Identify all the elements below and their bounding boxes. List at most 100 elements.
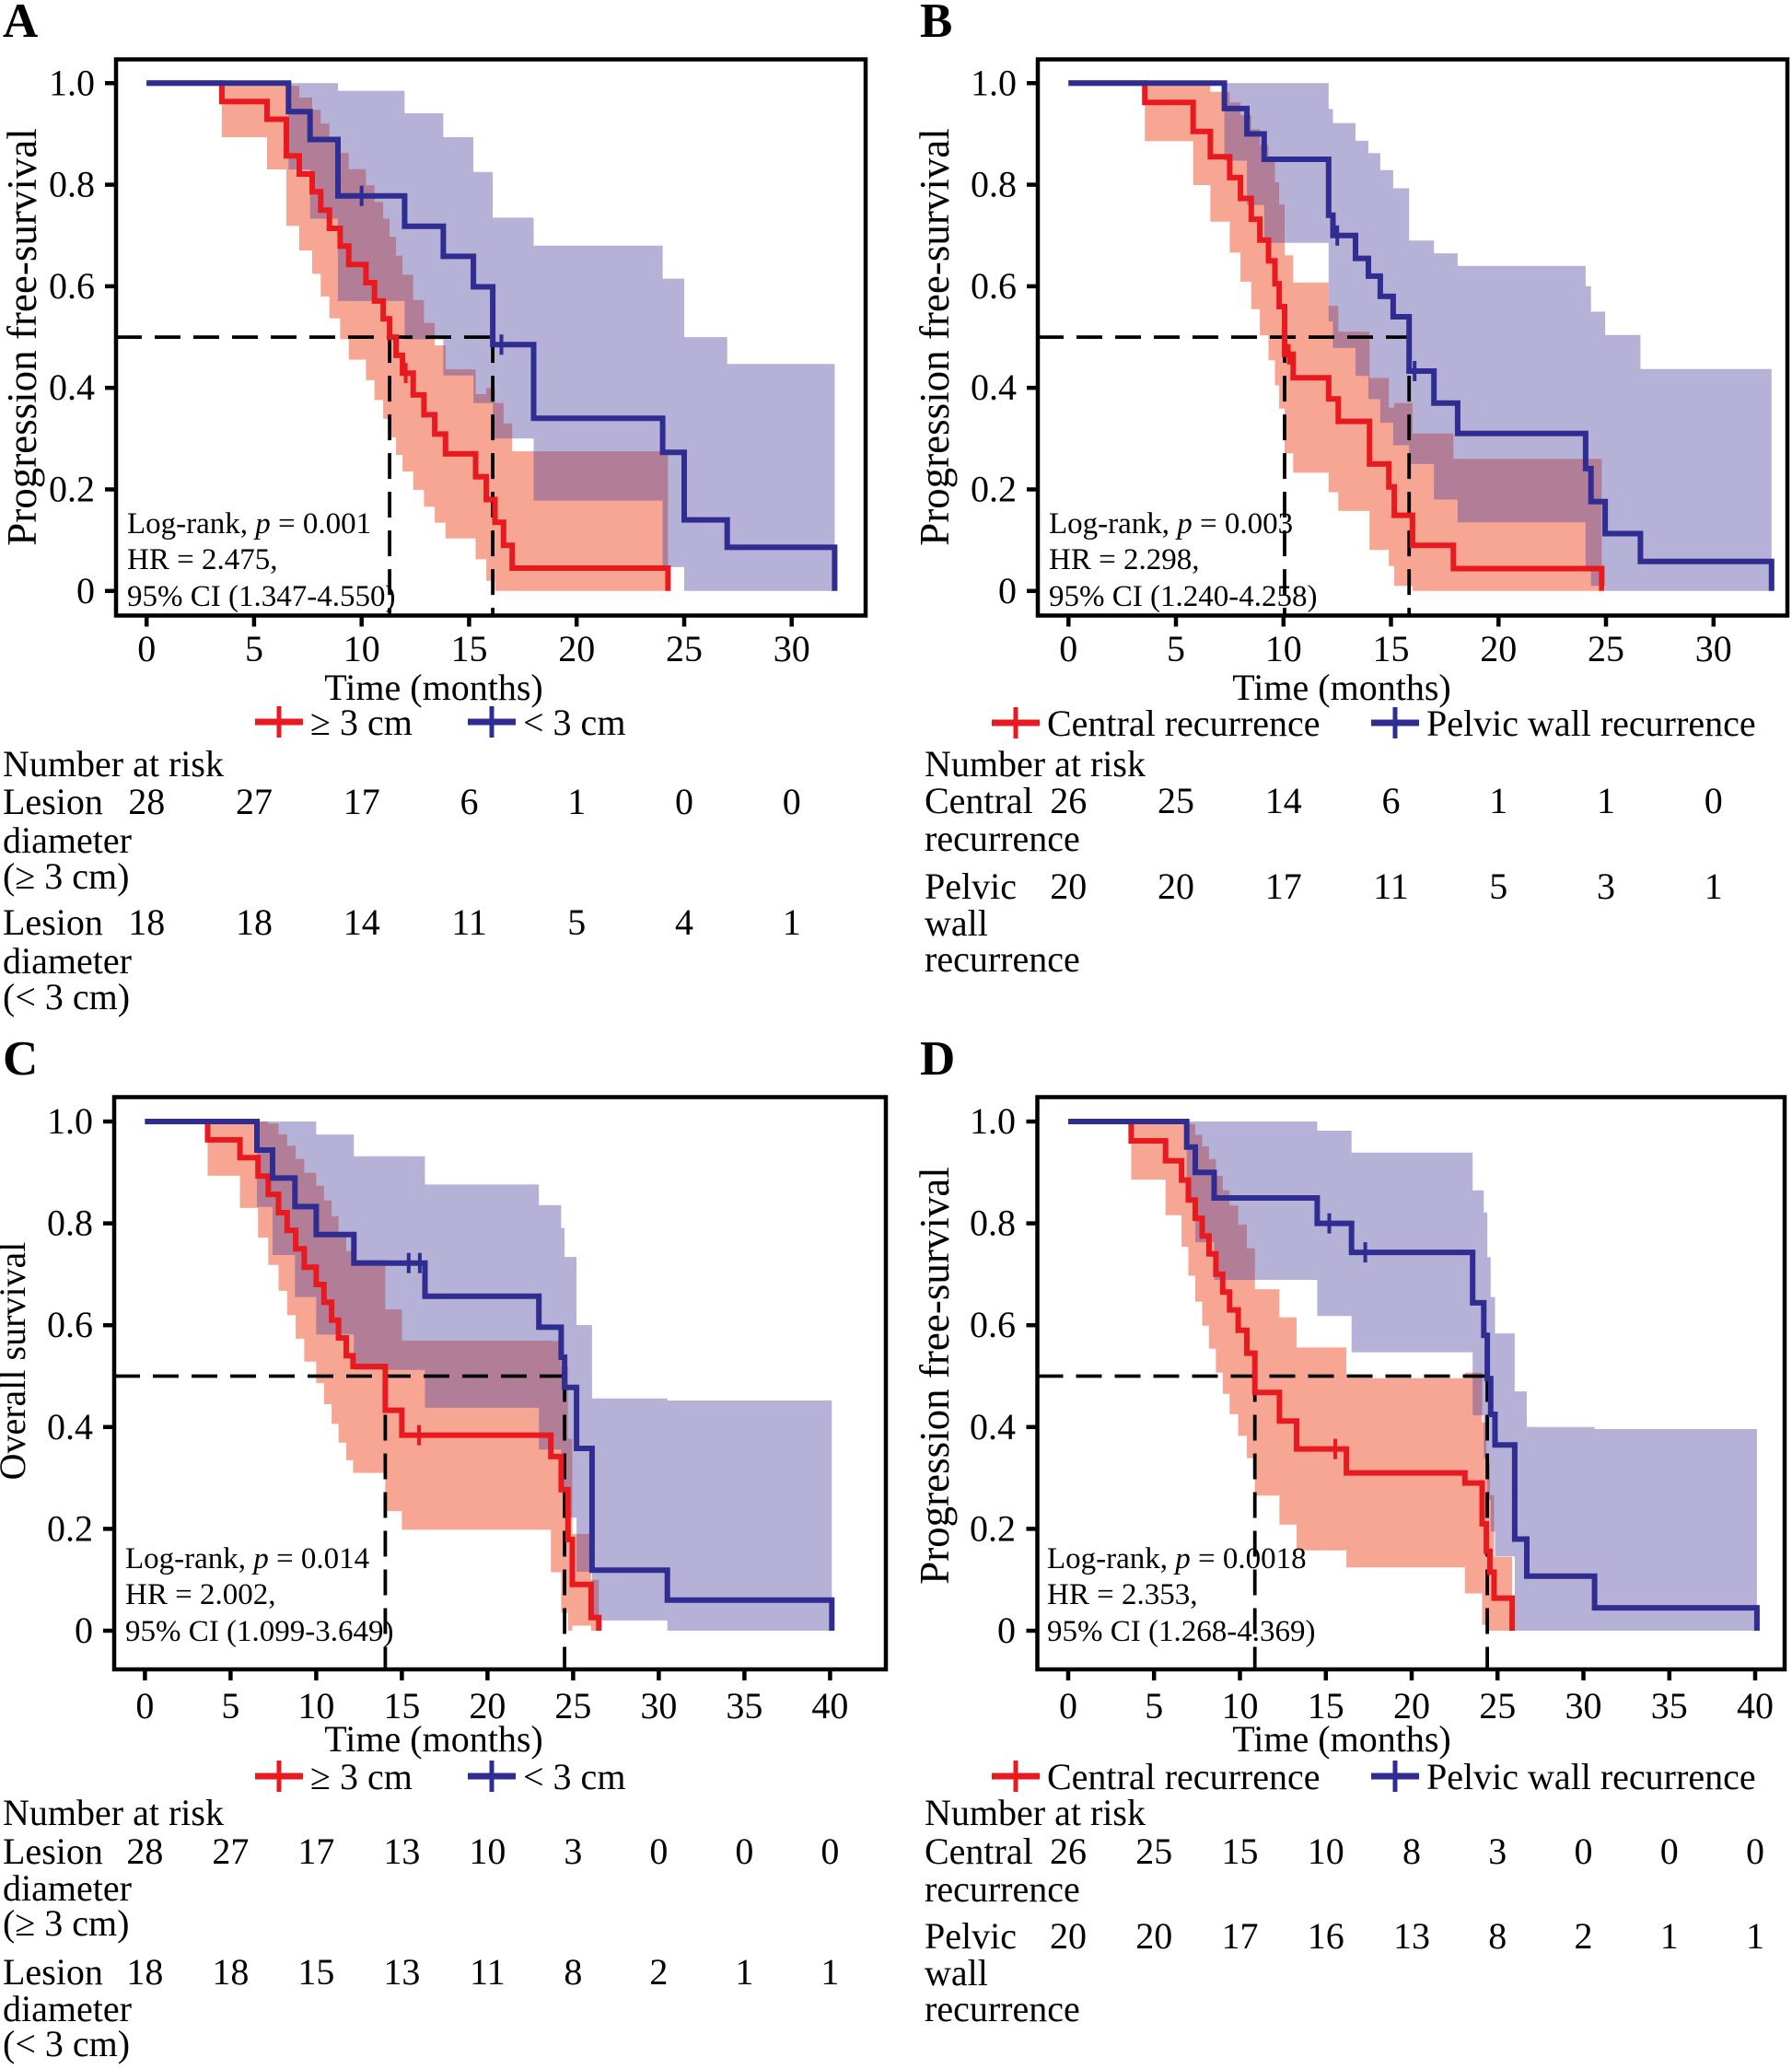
svg-text:0.2: 0.2 — [47, 1507, 93, 1549]
svg-text:Time (months): Time (months) — [1232, 667, 1450, 708]
svg-text:1: 1 — [1597, 780, 1615, 821]
svg-text:27: 27 — [212, 1831, 249, 1872]
svg-text:10: 10 — [1308, 1831, 1344, 1872]
svg-text:1: 1 — [1660, 1915, 1679, 1957]
svg-text:3: 3 — [564, 1831, 582, 1872]
svg-text:28: 28 — [128, 781, 165, 822]
svg-text:≥ 3 cm: ≥ 3 cm — [310, 1756, 413, 1797]
svg-text:25: 25 — [1135, 1831, 1172, 1872]
svg-text:25: 25 — [1158, 780, 1194, 821]
svg-text:wall: wall — [925, 1952, 988, 1993]
svg-text:diameter: diameter — [3, 1867, 132, 1909]
svg-text:0.4: 0.4 — [47, 1406, 93, 1447]
svg-text:0: 0 — [649, 1831, 668, 1872]
svg-text:10: 10 — [1222, 1685, 1259, 1726]
svg-text:Central recurrence: Central recurrence — [1047, 703, 1320, 744]
svg-text:recurrence: recurrence — [925, 818, 1080, 859]
svg-text:0: 0 — [1575, 1831, 1593, 1872]
svg-text:(≥ 3 cm): (≥ 3 cm) — [3, 855, 129, 897]
svg-text:20: 20 — [558, 628, 595, 669]
svg-text:recurrence: recurrence — [925, 1868, 1080, 1910]
svg-text:0.8: 0.8 — [970, 1203, 1016, 1244]
svg-text:diameter: diameter — [3, 940, 132, 982]
svg-text:3: 3 — [1597, 866, 1615, 907]
svg-text:30: 30 — [1695, 628, 1732, 669]
svg-text:0.6: 0.6 — [47, 1304, 93, 1345]
svg-text:Time (months): Time (months) — [324, 667, 542, 708]
svg-text:25: 25 — [1479, 1685, 1516, 1726]
svg-text:HR = 2.475,: HR = 2.475, — [127, 543, 277, 576]
svg-text:wall: wall — [925, 902, 988, 944]
svg-text:8: 8 — [1488, 1915, 1507, 1957]
svg-text:Number at risk: Number at risk — [925, 1792, 1146, 1833]
svg-text:2: 2 — [1575, 1915, 1593, 1957]
svg-text:Central: Central — [925, 1831, 1033, 1872]
svg-text:0.4: 0.4 — [970, 1406, 1016, 1447]
svg-text:2: 2 — [649, 1951, 668, 1993]
svg-text:Lesion: Lesion — [3, 1831, 103, 1872]
svg-text:40: 40 — [811, 1685, 848, 1726]
svg-text:0: 0 — [735, 1831, 753, 1872]
svg-text:0: 0 — [75, 1610, 93, 1651]
svg-text:C: C — [3, 1032, 38, 1086]
svg-text:6: 6 — [1382, 780, 1401, 821]
svg-text:0: 0 — [76, 570, 95, 611]
svg-text:HR = 2.298,: HR = 2.298, — [1049, 543, 1199, 576]
svg-text:0.6: 0.6 — [970, 1304, 1016, 1345]
svg-text:26: 26 — [1050, 780, 1087, 821]
svg-text:25: 25 — [1588, 628, 1624, 669]
svg-text:1: 1 — [1746, 1915, 1764, 1957]
svg-text:B: B — [920, 0, 952, 48]
svg-text:Number at risk: Number at risk — [3, 743, 224, 785]
svg-text:< 3 cm: < 3 cm — [523, 702, 625, 743]
svg-text:Pelvic wall recurrence: Pelvic wall recurrence — [1426, 1756, 1756, 1797]
svg-text:Lesion: Lesion — [3, 781, 103, 822]
svg-text:1: 1 — [1705, 866, 1723, 907]
svg-text:5: 5 — [1145, 1685, 1163, 1726]
svg-text:0: 0 — [997, 1610, 1016, 1651]
svg-text:15: 15 — [1308, 1685, 1344, 1726]
svg-text:30: 30 — [640, 1685, 677, 1726]
svg-text:3: 3 — [1488, 1831, 1507, 1872]
svg-text:20: 20 — [1050, 1915, 1087, 1957]
svg-text:95% CI (1.347-4.550): 95% CI (1.347-4.550) — [127, 580, 395, 613]
svg-text:5: 5 — [221, 1685, 239, 1726]
svg-text:0: 0 — [1746, 1831, 1764, 1872]
svg-text:1.0: 1.0 — [970, 1100, 1016, 1142]
svg-text:Central: Central — [925, 780, 1033, 821]
svg-text:0: 0 — [998, 570, 1017, 611]
svg-text:10: 10 — [1265, 628, 1302, 669]
svg-text:35: 35 — [726, 1685, 762, 1726]
svg-text:< 3 cm: < 3 cm — [523, 1756, 625, 1797]
svg-text:15: 15 — [1222, 1831, 1259, 1872]
svg-text:Central recurrence: Central recurrence — [1047, 1756, 1320, 1797]
svg-text:0.6: 0.6 — [49, 265, 95, 307]
svg-text:Pelvic: Pelvic — [925, 866, 1017, 907]
svg-text:1: 1 — [1489, 780, 1507, 821]
svg-text:28: 28 — [126, 1831, 163, 1872]
svg-text:0.2: 0.2 — [971, 469, 1017, 510]
svg-text:Lesion: Lesion — [3, 1951, 103, 1993]
svg-text:Time (months): Time (months) — [1232, 1718, 1450, 1760]
svg-text:17: 17 — [297, 1831, 334, 1872]
svg-text:0: 0 — [1059, 1685, 1077, 1726]
svg-text:Number at risk: Number at risk — [925, 743, 1146, 785]
svg-text:1.0: 1.0 — [47, 1100, 93, 1142]
svg-text:Pelvic: Pelvic — [925, 1915, 1017, 1957]
svg-text:Progression free-survival: Progression free-survival — [0, 128, 45, 546]
svg-text:20: 20 — [1050, 866, 1087, 907]
svg-text:17: 17 — [1265, 866, 1302, 907]
svg-text:5: 5 — [567, 901, 586, 943]
svg-text:0: 0 — [1660, 1831, 1679, 1872]
svg-text:HR = 2.002,: HR = 2.002, — [125, 1578, 275, 1611]
svg-text:D: D — [920, 1032, 955, 1086]
svg-text:27: 27 — [236, 781, 273, 822]
svg-text:HR = 2.353,: HR = 2.353, — [1047, 1578, 1197, 1611]
svg-text:25: 25 — [666, 628, 703, 669]
svg-text:13: 13 — [383, 1951, 420, 1993]
svg-text:18: 18 — [128, 901, 165, 943]
svg-text:18: 18 — [212, 1951, 249, 1993]
svg-text:17: 17 — [1222, 1915, 1259, 1957]
svg-text:A: A — [3, 0, 38, 48]
svg-text:20: 20 — [1480, 628, 1517, 669]
